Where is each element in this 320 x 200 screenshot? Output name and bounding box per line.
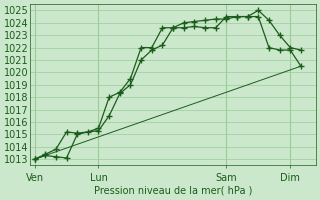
X-axis label: Pression niveau de la mer( hPa ): Pression niveau de la mer( hPa ) <box>94 186 252 196</box>
